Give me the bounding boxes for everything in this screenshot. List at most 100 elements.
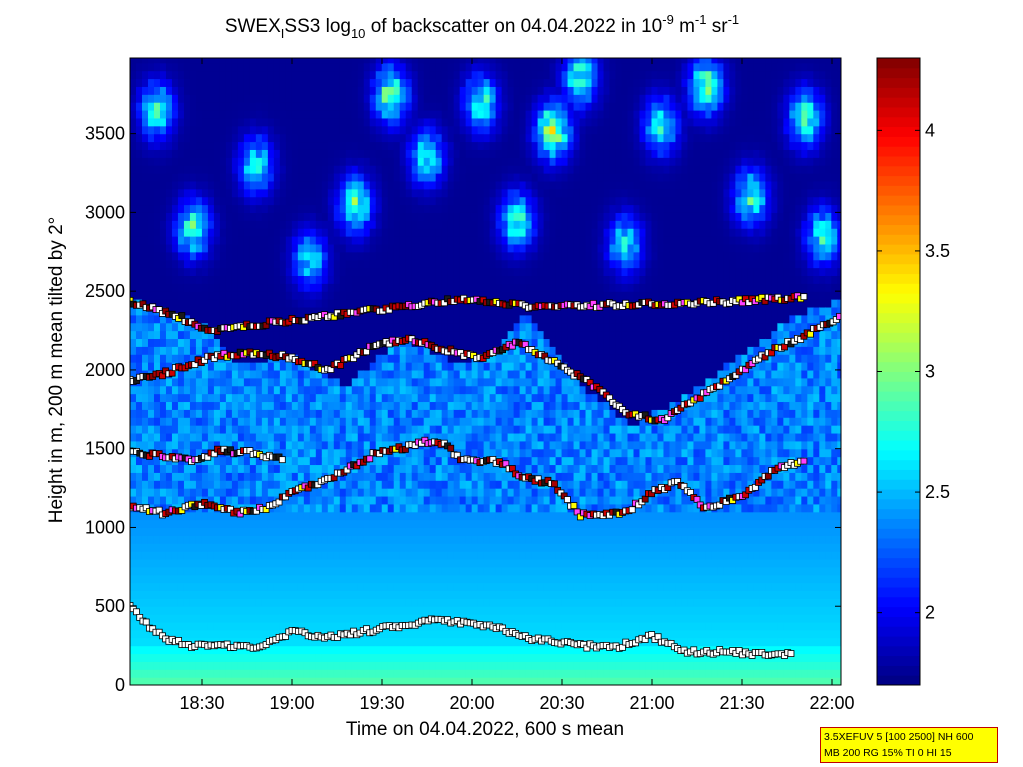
heatmap-cell [165,543,173,552]
heatmap-cell [183,236,191,245]
heatmap-cell [369,322,377,332]
heatmap-cell [327,409,335,418]
heatmap-cell [351,283,359,292]
heatmap-cell [477,511,485,521]
heatmap-cell [273,393,281,403]
heatmap-cell [393,220,401,229]
heatmap-cell [237,354,245,363]
heatmap-cell [423,330,431,340]
heatmap-cell [231,165,239,174]
heatmap-cell [201,440,209,450]
heatmap-cell [309,614,317,623]
heatmap-cell [237,165,245,174]
heatmap-cell [231,149,239,158]
heatmap-cell [495,377,503,387]
heatmap-cell [291,401,299,410]
heatmap-cell [387,425,395,434]
heatmap-cell [429,330,437,340]
heatmap-cell [249,480,257,489]
heatmap-cell [165,401,173,410]
heatmap-cell [471,425,479,434]
heatmap-cell [429,417,437,426]
heatmap-cell [130,369,137,379]
heatmap-cell [171,645,179,655]
heatmap-cell [183,606,191,615]
heatmap-cell [273,157,281,166]
heatmap-cell [159,117,167,127]
heatmap-cell [285,535,293,544]
heatmap-cell [273,70,281,80]
heatmap-cell [225,385,233,395]
heatmap-cell [159,503,167,513]
heatmap-cell [489,645,497,655]
heatmap-cell [417,519,425,529]
heatmap-cell [147,236,155,245]
heatmap-cell [363,299,371,308]
heatmap-cell [369,102,377,111]
heatmap-cell [279,480,287,489]
heatmap-cell [441,283,449,292]
heatmap-cell [231,440,239,450]
heatmap-cell [153,94,161,103]
heatmap-cell [165,448,173,458]
heatmap-cell [285,385,293,395]
heatmap-cell [141,94,149,103]
heatmap-cell [303,621,311,631]
heatmap-cell [189,432,197,442]
heatmap-cell [447,94,455,103]
heatmap-cell [165,527,173,536]
heatmap-cell [261,362,269,371]
heatmap-cell [447,259,455,269]
heatmap-cell [195,78,203,87]
heatmap-cell [165,432,173,442]
heatmap-cell [417,322,425,332]
heatmap-cell [441,212,449,221]
heatmap-cell [279,338,287,347]
heatmap-cell [255,417,263,426]
heatmap-cell [471,212,479,221]
heatmap-cell [225,582,233,592]
heatmap-cell [147,125,155,135]
heatmap-cell [207,606,215,615]
heatmap-cell [130,173,137,182]
heatmap-cell [447,78,455,87]
heatmap-cell [309,669,317,678]
heatmap-cell [147,637,155,647]
heatmap-cell [411,495,419,505]
heatmap-cell [291,86,299,95]
heatmap-cell [471,291,479,300]
heatmap-cell [489,362,497,371]
heatmap-cell [363,511,371,521]
heatmap-cell [315,283,323,292]
heatmap-cell [429,70,437,80]
heatmap-cell [135,621,143,631]
heatmap-cell [411,117,419,127]
heatmap-cell [183,157,191,166]
heatmap-cell [357,259,365,269]
heatmap-cell [189,661,197,670]
heatmap-cell [249,637,257,647]
heatmap-cell [297,535,305,544]
heatmap-cell [237,645,245,655]
heatmap-cell [189,535,197,544]
heatmap-cell [363,543,371,552]
heatmap-cell [411,157,419,166]
heatmap-cell [399,196,407,206]
heatmap-cell [135,109,143,119]
heatmap-cell [261,251,269,261]
heatmap-cell [417,582,425,592]
heatmap-cell [387,495,395,505]
heatmap-cell [405,456,413,466]
heatmap-cell [441,629,449,639]
heatmap-cell [363,566,371,576]
heatmap-cell [339,377,347,387]
heatmap-cell [195,180,203,190]
heatmap-cell [465,102,473,111]
heatmap-cell [405,495,413,505]
heatmap-cell [375,653,383,662]
heatmap-cell [399,527,407,536]
heatmap-cell [153,173,161,182]
heatmap-cell [243,228,251,237]
heatmap-cell [297,86,305,95]
heatmap-cell [141,637,149,647]
